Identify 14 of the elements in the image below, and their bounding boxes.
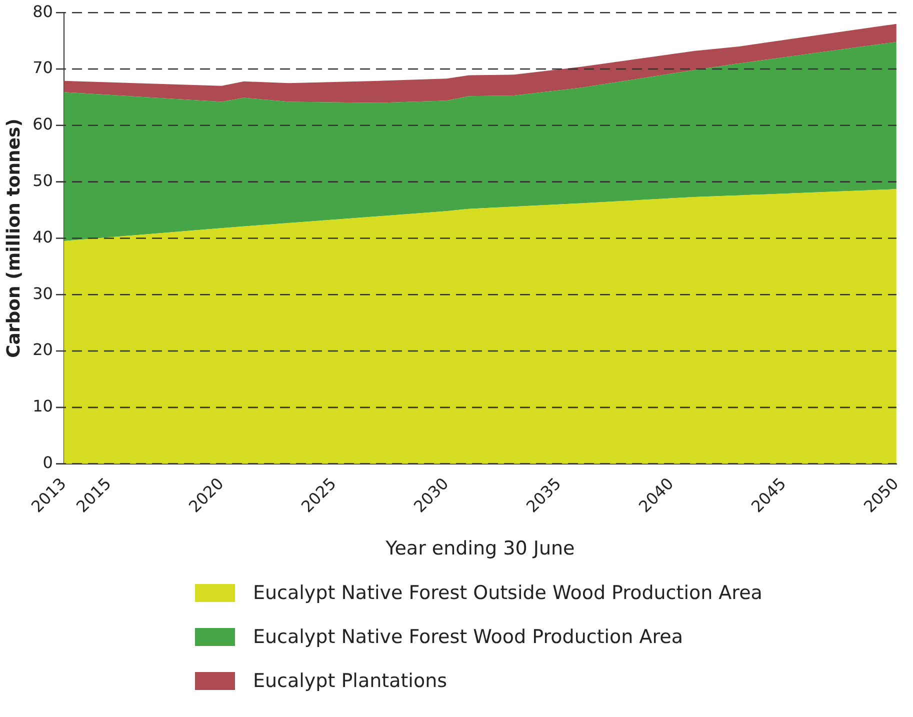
y-tick-label: 60 [32,114,53,134]
y-tick-label: 40 [32,227,53,246]
y-tick-label: 50 [32,170,53,190]
y-axis-title: Carbon (million tonnes) [3,118,24,358]
y-tick-label: 30 [32,284,53,303]
legend-label: Eucalypt Plantations [253,670,448,692]
y-tick-label: 0 [42,452,53,472]
y-tick-label: 80 [32,2,53,21]
y-tick-label: 70 [32,58,53,78]
y-tick-label: 20 [32,340,53,360]
y-tick-label: 10 [32,396,53,416]
legend-label: Eucalypt Native Forest Wood Production Area [253,626,683,648]
x-axis-title: Year ending 30 June [384,538,575,560]
legend-label: Eucalypt Native Forest Outside Wood Production Area [253,582,762,604]
